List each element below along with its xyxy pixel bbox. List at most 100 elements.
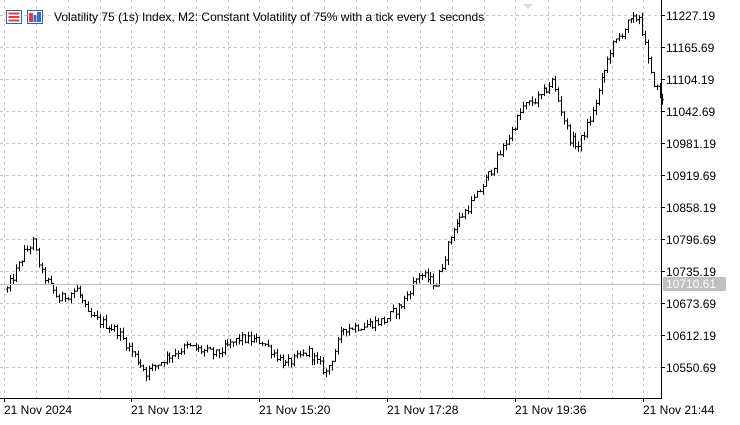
- ohlc-bar: [151, 363, 154, 371]
- ohlc-bar: [99, 314, 102, 328]
- ohlc-bar: [90, 308, 93, 318]
- ohlc-bar: [603, 69, 606, 83]
- ohlc-bar: [325, 368, 328, 378]
- chart-grid: [0, 0, 665, 402]
- ohlc-bar: [467, 205, 470, 215]
- ohlc-bar: [125, 337, 128, 351]
- ohlc-bar: [473, 194, 476, 202]
- ohlc-bar: [580, 134, 583, 152]
- ohlc-bar: [287, 354, 290, 367]
- ohlc-bar: [131, 342, 134, 357]
- ohlc-bar: [392, 304, 395, 313]
- ohlc-bar: [270, 344, 273, 359]
- ohlc-bar: [348, 323, 351, 336]
- ohlc-bar: [403, 295, 406, 310]
- ohlc-bar: [438, 269, 441, 287]
- ohlc-bar: [313, 352, 316, 365]
- ohlc-bar: [331, 360, 334, 371]
- ohlc-bar: [119, 327, 122, 341]
- ohlc-bar: [424, 270, 427, 278]
- ohlc-bar: [166, 351, 169, 365]
- ohlc-bar: [203, 348, 206, 357]
- ohlc-bar: [464, 208, 467, 220]
- ohlc-bar: [282, 354, 285, 369]
- ohlc-bar: [638, 15, 641, 25]
- ohlc-bar: [511, 126, 514, 142]
- ohlc-bar: [197, 344, 200, 352]
- indicator-list-icon[interactable]: [6, 9, 23, 26]
- ohlc-bar: [508, 135, 511, 146]
- ohlc-bar: [479, 189, 482, 193]
- ohlc-bar: [641, 12, 644, 36]
- ohlc-bar: [284, 359, 287, 366]
- ohlc-bar: [516, 114, 519, 131]
- ohlc-bar: [238, 334, 241, 345]
- ohlc-bar: [369, 318, 372, 327]
- ohlc-bar: [363, 322, 366, 331]
- ohlc-bar: [9, 275, 12, 292]
- ohlc-bar: [200, 345, 203, 355]
- ohlc-bar: [258, 336, 261, 345]
- ohlc-bar: [163, 361, 166, 367]
- ohlc-bar: [427, 268, 430, 283]
- chart-title-bar: Volatility 75 (1s) Index, M2: Constant V…: [6, 8, 484, 26]
- ohlc-bar: [577, 141, 580, 152]
- ohlc-bar: [192, 345, 195, 347]
- ohlc-bar: [276, 348, 279, 362]
- ohlc-bar: [38, 247, 41, 268]
- ohlc-bar: [519, 108, 522, 121]
- ohlc-bar: [134, 351, 137, 358]
- ohlc-bar: [319, 356, 322, 365]
- ohlc-bar: [47, 277, 50, 284]
- ohlc-bar: [487, 171, 490, 181]
- ohlc-bar: [76, 284, 79, 292]
- ohlc-bar: [482, 184, 485, 195]
- ohlc-bar: [647, 39, 650, 64]
- ohlc-bar: [247, 331, 250, 344]
- ohlc-bars: [6, 11, 664, 382]
- ohlc-bar: [505, 140, 508, 151]
- ohlc-bar: [189, 343, 192, 347]
- ohlc-bar: [145, 366, 148, 382]
- ohlc-bar: [572, 131, 575, 148]
- ohlc-bar: [612, 40, 615, 58]
- ohlc-bar: [560, 95, 563, 116]
- ohlc-bar: [96, 310, 99, 320]
- ohlc-bar: [337, 336, 340, 355]
- ohlc-bar: [316, 352, 319, 364]
- ohlc-bar: [26, 245, 29, 252]
- ohlc-bar: [450, 236, 453, 245]
- ohlc-bar: [128, 342, 131, 352]
- ohlc-bar: [12, 274, 15, 284]
- price-tick-label: 10612.19: [666, 328, 717, 343]
- ohlc-bar: [212, 347, 215, 360]
- ohlc-bar: [180, 348, 183, 355]
- ohlc-bar: [174, 348, 177, 357]
- ohlc-bar: [583, 132, 586, 141]
- ohlc-bar: [531, 96, 534, 106]
- ohlc-bar: [229, 338, 232, 349]
- object-list-icon[interactable]: [27, 9, 44, 26]
- price-tick-label: 11104.19: [666, 72, 715, 87]
- ohlc-bar: [400, 304, 403, 309]
- ohlc-bar: [548, 81, 551, 94]
- ohlc-bar: [371, 321, 374, 329]
- ohlc-bar: [302, 349, 305, 357]
- ohlc-bar: [598, 88, 601, 106]
- ohlc-bar: [601, 72, 604, 95]
- ohlc-bar: [250, 331, 253, 346]
- ohlc-bar: [499, 150, 502, 156]
- ohlc-bar: [67, 297, 70, 301]
- ohlc-bar: [70, 292, 73, 304]
- ohlc-bar: [23, 245, 26, 263]
- ohlc-bar: [551, 78, 554, 88]
- ohlc-bar: [345, 328, 348, 337]
- ohlc-bar: [595, 99, 598, 116]
- price-tick-label: 11227.19: [666, 8, 716, 23]
- ohlc-bar: [32, 236, 35, 251]
- ohlc-bar: [105, 314, 108, 330]
- ohlc-bar: [444, 256, 447, 270]
- ohlc-bar: [534, 98, 537, 105]
